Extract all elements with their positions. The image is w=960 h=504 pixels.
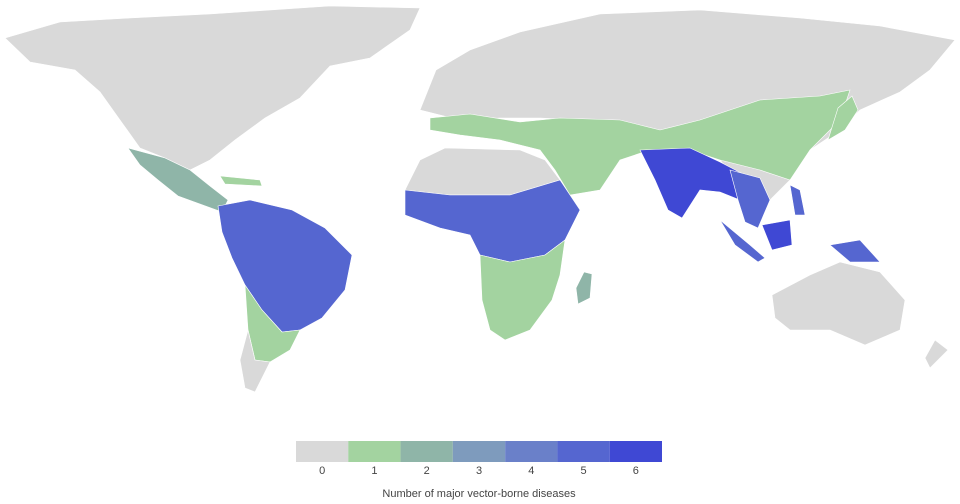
southeast-asia — [729, 169, 771, 229]
patagonia — [239, 329, 271, 393]
caribbean — [219, 175, 263, 187]
legend-swatch — [452, 441, 506, 462]
legend-label: 6 — [633, 465, 639, 477]
south-america-north — [217, 199, 353, 333]
legend-label: 3 — [476, 465, 482, 477]
mediterranean-asia — [429, 89, 851, 196]
africa-south — [479, 239, 566, 341]
legend-label: 4 — [528, 465, 534, 477]
legend-swatch — [348, 441, 401, 462]
land — [4, 5, 956, 393]
legend-swatch — [609, 441, 662, 462]
legend-swatch — [296, 441, 349, 462]
new-zealand — [924, 339, 949, 369]
legend-label: 5 — [581, 465, 587, 477]
japan — [827, 95, 859, 141]
legend: Number of major vector-borne diseases 0 1… — [296, 441, 662, 500]
philippines — [789, 184, 806, 216]
legend-label: 2 — [424, 465, 430, 477]
legend-swatch — [557, 441, 610, 462]
indonesia-west — [719, 219, 766, 263]
legend-swatch — [400, 441, 453, 462]
borneo — [761, 219, 793, 251]
madagascar — [575, 271, 593, 305]
north-america — [4, 5, 421, 171]
india — [639, 147, 746, 219]
legend-swatch — [505, 441, 558, 462]
legend-label: 0 — [319, 465, 325, 477]
legend-title: Number of major vector-borne diseases — [382, 488, 576, 500]
legend-label: 1 — [371, 465, 377, 477]
new-guinea — [829, 239, 881, 263]
australia — [771, 261, 906, 346]
